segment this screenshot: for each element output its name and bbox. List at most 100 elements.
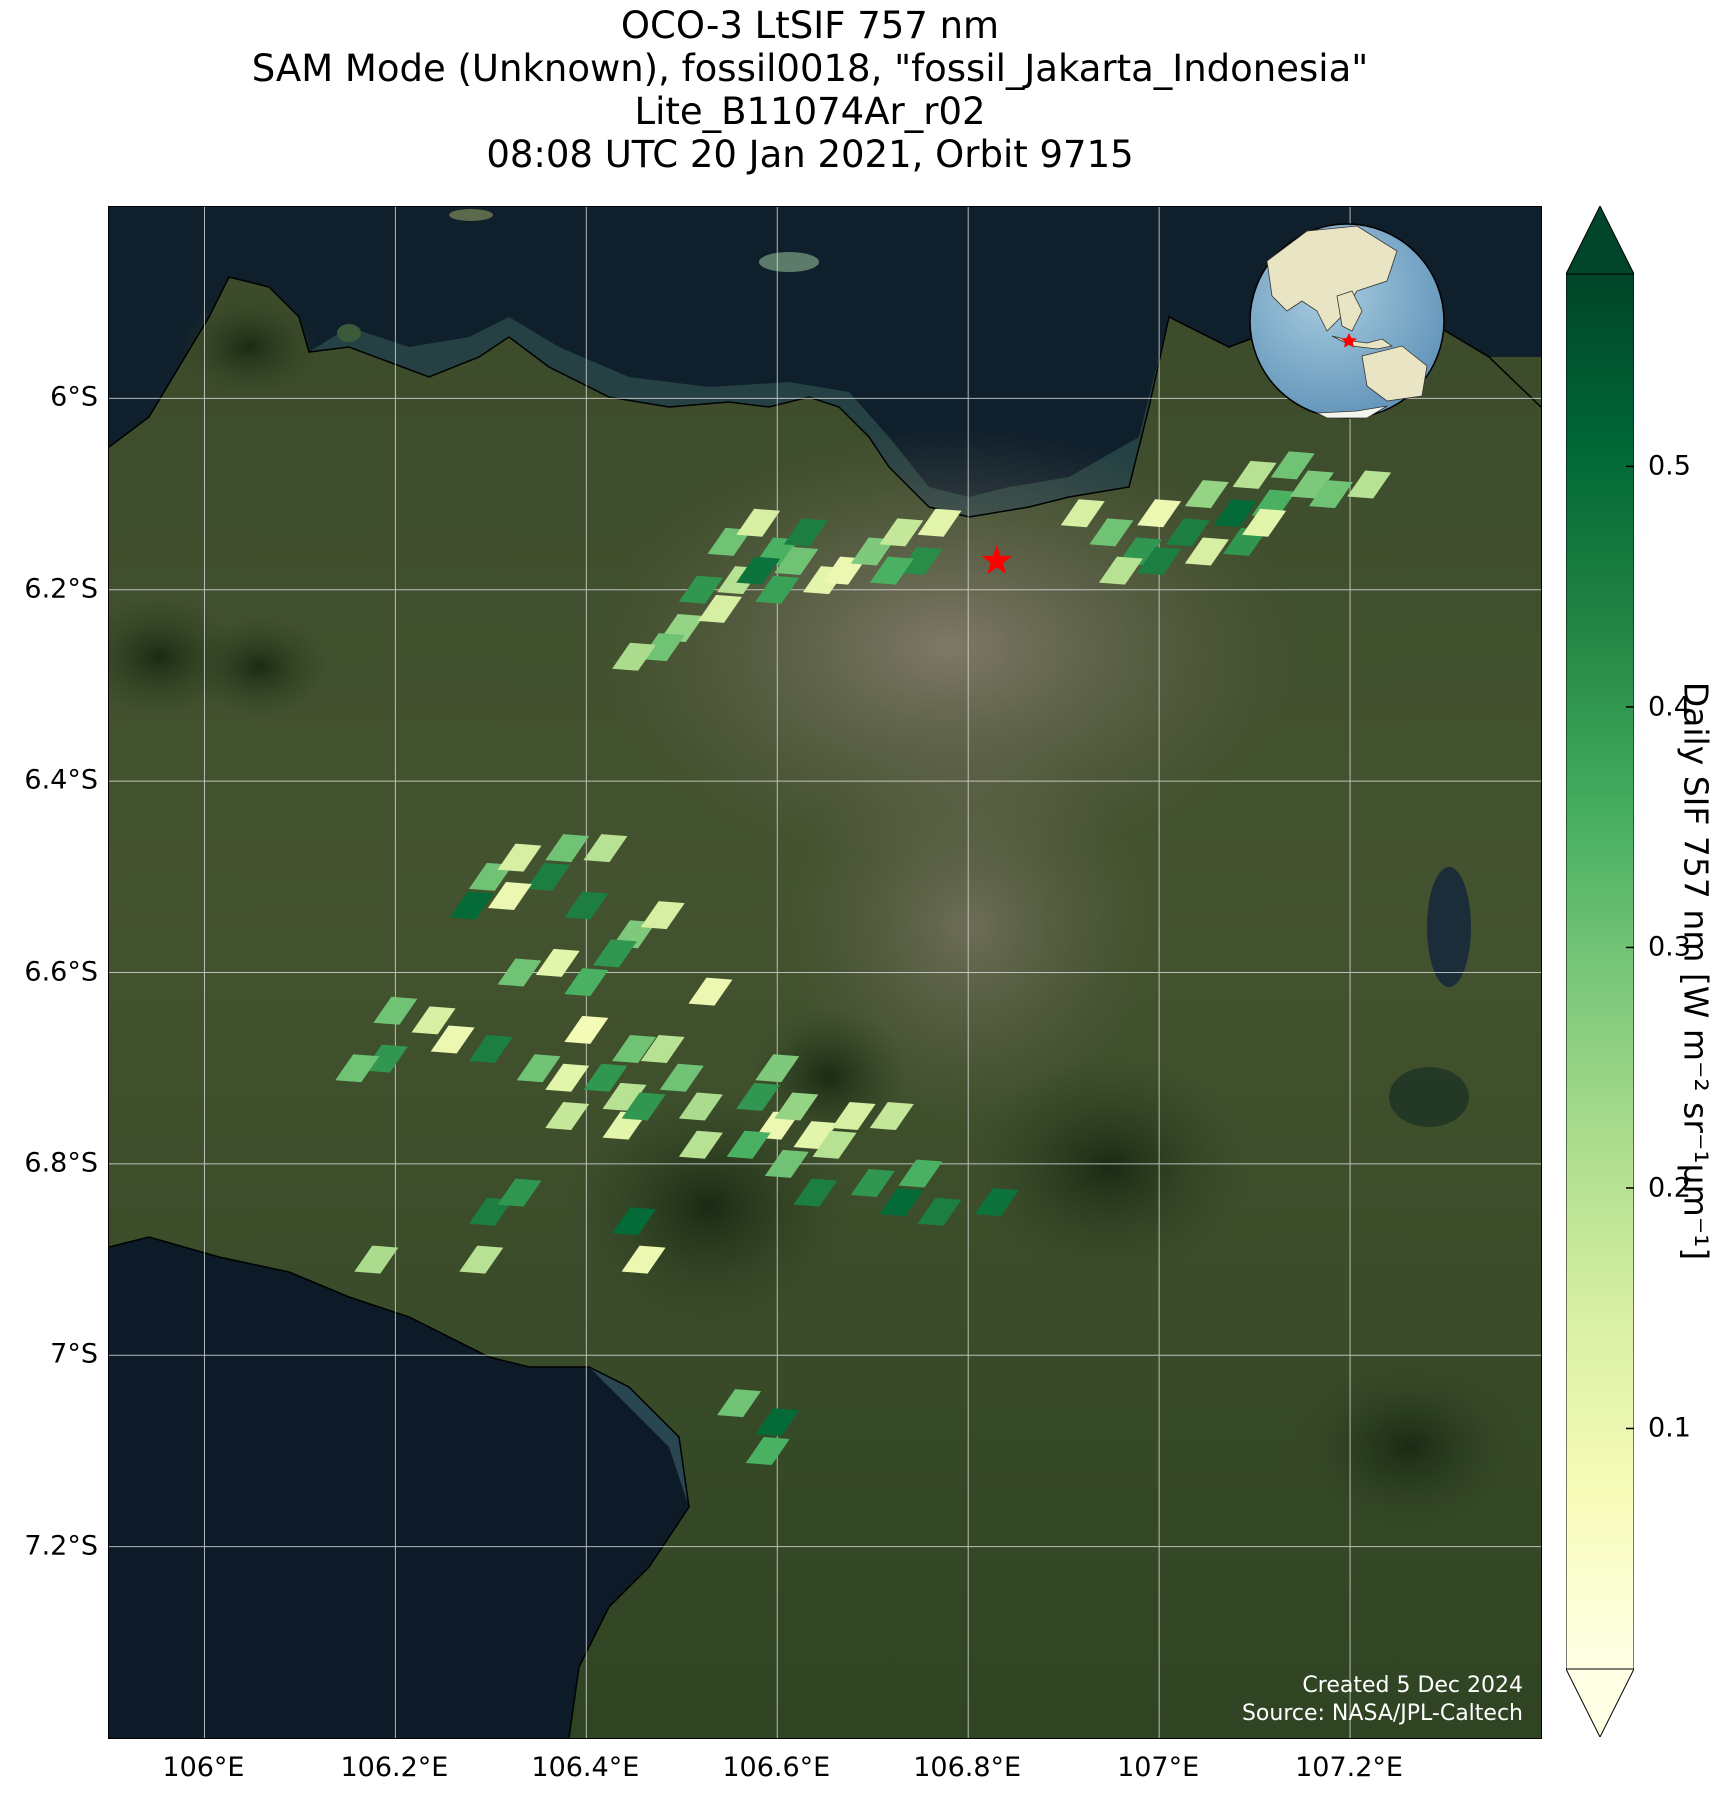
- sif-footprint: [1165, 518, 1210, 547]
- sif-footprint: [974, 1188, 1019, 1217]
- sif-footprint: [612, 642, 657, 671]
- x-tick-label: 106.6°E: [722, 1752, 831, 1783]
- sif-footprint: [564, 891, 609, 920]
- sif-footprint: [678, 575, 723, 604]
- sif-footprint: [736, 1082, 781, 1111]
- created-date: Created 5 Dec 2024: [1302, 1673, 1523, 1698]
- sif-footprint: [793, 1121, 838, 1150]
- mountain: [179, 297, 319, 397]
- title-line-1: OCO-3 LtSIF 757 nm: [620, 4, 1000, 47]
- sif-footprint: [1213, 499, 1258, 528]
- sif-footprint: [688, 977, 733, 1006]
- locator-globe: [1249, 223, 1445, 419]
- sif-footprint: [869, 1102, 914, 1131]
- sif-footprint: [659, 1063, 704, 1092]
- colorbar-tick-label: 0.1: [1648, 1412, 1691, 1444]
- globe-star: [1341, 333, 1357, 348]
- sif-footprint: [745, 1436, 790, 1465]
- lake: [1427, 867, 1471, 987]
- sif-footprint: [1184, 537, 1229, 566]
- map-canvas: [109, 207, 1541, 1738]
- x-tick-label: 106.8°E: [913, 1752, 1022, 1783]
- title-line-3: Lite_B11074Ar_r02: [634, 90, 986, 133]
- sif-footprint: [1242, 508, 1287, 537]
- sif-footprint: [755, 1408, 800, 1437]
- x-tick-label: 106.4°E: [531, 1752, 640, 1783]
- sif-footprint: [764, 1149, 809, 1178]
- colorbar-tick-label: 0.4: [1648, 691, 1691, 723]
- sif-footprint: [1308, 480, 1353, 509]
- island: [337, 324, 361, 342]
- sif-footprint: [545, 834, 590, 863]
- lake: [1389, 1067, 1469, 1127]
- mountain: [569, 1087, 849, 1327]
- sif-footprint: [879, 518, 924, 547]
- globe-australia: [1361, 345, 1428, 402]
- x-tick-label: 106°E: [162, 1752, 245, 1783]
- sif-footprint: [564, 968, 609, 997]
- y-tick-label: 6.2°S: [24, 573, 98, 605]
- sif-footprint: [459, 1245, 504, 1274]
- coastline: [109, 1236, 690, 1738]
- sif-footprint: [497, 843, 542, 872]
- sif-footprint: [516, 1054, 561, 1083]
- sif-footprint: [640, 901, 685, 930]
- sif-footprint: [526, 862, 571, 891]
- title-block: OCO-3 LtSIF 757 nm SAM Mode (Unknown), f…: [0, 4, 1620, 176]
- sif-footprint: [354, 1245, 399, 1274]
- colorbar-extend-bottom: [1566, 1668, 1634, 1737]
- sif-footprint: [640, 633, 685, 662]
- y-tick-label: 6.8°S: [24, 1147, 98, 1179]
- sif-footprint: [793, 1178, 838, 1207]
- sif-footprint: [535, 948, 580, 977]
- sif-footprint: [831, 1102, 876, 1131]
- sif-footprint: [726, 1130, 771, 1159]
- y-tick-label: 6°S: [50, 381, 98, 413]
- sif-footprint: [373, 996, 418, 1025]
- sif-footprint: [640, 1035, 685, 1064]
- target-star: [981, 545, 1013, 574]
- globe-indonesia: [1331, 335, 1393, 350]
- sif-footprint: [564, 1015, 609, 1044]
- sif-footprint: [755, 1054, 800, 1083]
- sif-footprint: [879, 1188, 924, 1217]
- sif-footprint: [774, 547, 819, 576]
- sif-footprint: [898, 547, 943, 576]
- colorbar-tick-label: 0.2: [1648, 1172, 1691, 1204]
- sif-footprint: [592, 939, 637, 968]
- sif-footprint: [1089, 518, 1134, 547]
- target-star-marker: [981, 545, 1013, 574]
- globe-antarctica: [1315, 405, 1388, 419]
- sif-footprint: [1060, 499, 1105, 528]
- sif-footprint: [621, 1092, 666, 1121]
- sif-footprint: [697, 594, 742, 623]
- sif-footprint: [1137, 547, 1182, 576]
- sif-footprint: [1232, 460, 1277, 489]
- urban-area: [599, 427, 1299, 867]
- sif-footprint: [545, 1102, 590, 1131]
- sif-footprint: [1184, 480, 1229, 509]
- sif-footprint: [621, 1245, 666, 1274]
- bay-shallow: [589, 1367, 689, 1507]
- sif-footprint: [917, 508, 962, 537]
- colorbar-extend-top: [1566, 206, 1634, 275]
- island: [449, 209, 493, 221]
- sif-footprint: [583, 834, 628, 863]
- colorbar: [1566, 206, 1634, 1737]
- sif-footprint: [1347, 470, 1392, 499]
- sif-footprint: [497, 958, 542, 987]
- y-tick-label: 6.6°S: [24, 956, 98, 987]
- sif-footprint: [487, 881, 532, 910]
- sif-footprint: [411, 1006, 456, 1035]
- y-tick-label: 7.2°S: [24, 1530, 98, 1562]
- indian-ocean: [109, 1237, 689, 1738]
- java-sea: [109, 207, 1541, 517]
- map-panel[interactable]: Created 5 Dec 2024 Source: NASA/JPL-Calt…: [108, 206, 1542, 1739]
- sif-footprint: [583, 1063, 628, 1092]
- globe-indochina: [1336, 290, 1363, 332]
- sif-footprint: [1137, 499, 1182, 528]
- mountain: [969, 1057, 1249, 1277]
- island: [759, 252, 819, 272]
- x-tick-label: 107°E: [1117, 1752, 1200, 1783]
- source-credit: Source: NASA/JPL-Caltech: [1241, 1701, 1523, 1726]
